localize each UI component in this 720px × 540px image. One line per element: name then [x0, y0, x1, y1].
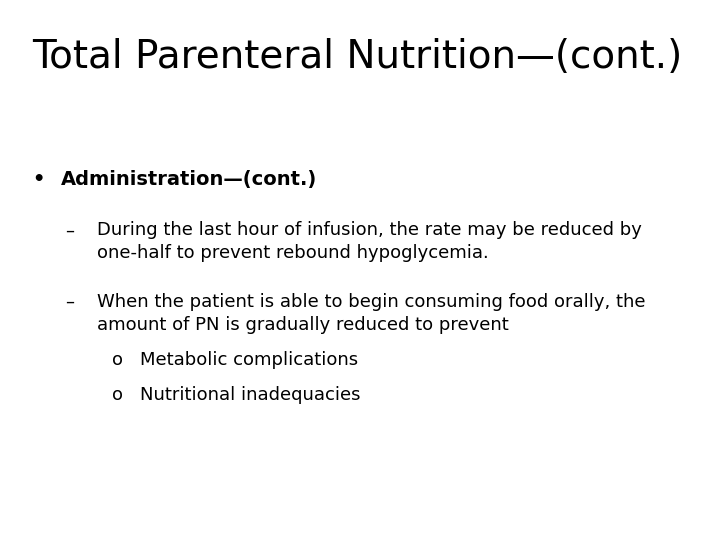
Text: When the patient is able to begin consuming food orally, the
amount of PN is gra: When the patient is able to begin consum…: [97, 293, 646, 334]
Text: o: o: [112, 351, 122, 369]
Text: Metabolic complications: Metabolic complications: [140, 351, 359, 369]
Text: –: –: [65, 221, 73, 239]
Text: Nutritional inadequacies: Nutritional inadequacies: [140, 386, 361, 404]
Text: During the last hour of infusion, the rate may be reduced by
one-half to prevent: During the last hour of infusion, the ra…: [97, 221, 642, 262]
Text: –: –: [65, 293, 73, 310]
Text: Total Parenteral Nutrition—(cont.): Total Parenteral Nutrition—(cont.): [32, 38, 683, 76]
Text: o: o: [112, 386, 122, 404]
Text: •: •: [32, 170, 45, 189]
Text: Administration—(cont.): Administration—(cont.): [61, 170, 318, 189]
